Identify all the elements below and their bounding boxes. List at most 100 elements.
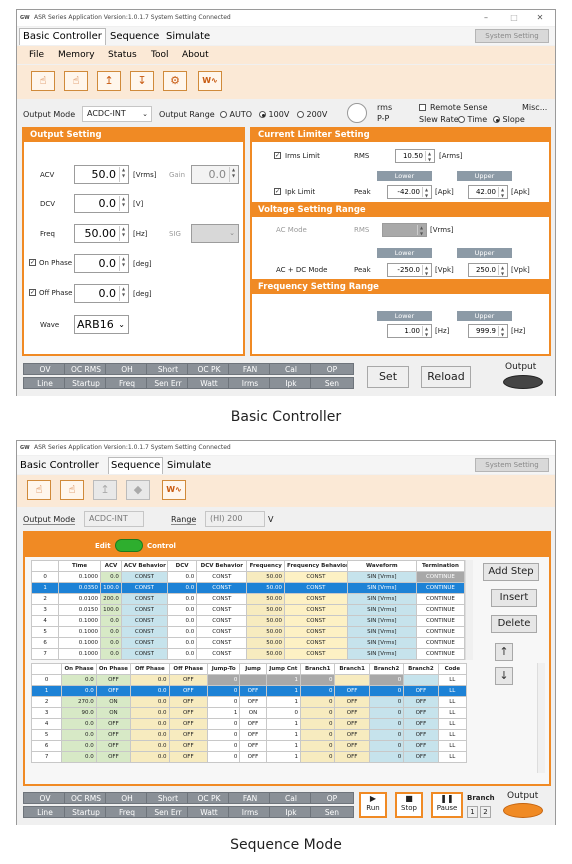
table-cell[interactable]: 0.1000 (58, 637, 102, 649)
dcv-input[interactable]: 0.0 ▲ ▼ (74, 194, 129, 213)
table-cell[interactable]: 0.1000 (58, 648, 102, 660)
add-step-button[interactable]: Add Step (483, 563, 539, 581)
table-cell[interactable]: 0 (206, 696, 241, 708)
table-cell[interactable]: CONST (196, 648, 248, 660)
step-row[interactable]: 7 0.1000 0.0 CONST 0.0 CONST 50.00 CONST SIN [Vr… (30, 648, 466, 660)
table-cell[interactable]: CONST (284, 615, 348, 627)
menu-status[interactable]: Status (108, 50, 137, 60)
table-cell[interactable]: CONST (284, 626, 348, 638)
table-cell[interactable]: 1 (265, 718, 302, 730)
output-mode-select[interactable]: ACDC-INT ⌄ (82, 106, 152, 122)
table-cell[interactable]: CONTINUE (415, 604, 466, 616)
spinner-icon[interactable]: ▲ ▼ (119, 226, 127, 241)
table-cell[interactable]: SIN [Vrms] (346, 604, 417, 616)
table-cell[interactable]: OFF (334, 718, 370, 730)
table-cell[interactable]: LL (437, 685, 468, 697)
menu-tool[interactable]: Tool (151, 50, 169, 60)
table-cell[interactable]: CONST (284, 648, 348, 660)
table-cell[interactable]: 0.0150 (58, 604, 102, 616)
download-icon[interactable]: ↧ (130, 71, 154, 91)
table-cell[interactable]: CONST (284, 571, 348, 583)
table-cell[interactable]: 0.0 (130, 751, 170, 763)
table-cell[interactable]: CONST (120, 571, 168, 583)
table-cell[interactable]: 0 (368, 685, 405, 697)
table-cell[interactable]: CONST (120, 604, 168, 616)
close-button[interactable]: ✕ (536, 13, 544, 22)
delete-button[interactable]: Delete (491, 615, 537, 633)
spinner-icon[interactable]: ▲ ▼ (498, 326, 506, 337)
table-cell[interactable]: 0 (206, 685, 241, 697)
table-cell[interactable]: SIN [Vrms] (346, 637, 417, 649)
range-200-radio[interactable]: 200V (297, 110, 327, 119)
table-cell[interactable]: 0.0 (61, 674, 97, 686)
output-toggle[interactable] (503, 375, 543, 389)
table-cell[interactable]: OFF (168, 740, 209, 752)
table-cell[interactable]: 100.0 (100, 604, 122, 616)
table-cell[interactable]: CONTINUE (415, 615, 466, 627)
table-cell[interactable]: OFF (95, 729, 132, 741)
spinner-icon[interactable]: ▲ ▼ (119, 256, 127, 271)
table-cell[interactable]: 0.0 (100, 571, 122, 583)
ipk-limit-checkbox[interactable]: ✓ (274, 188, 281, 195)
table-cell[interactable]: SIN [Vrms] (346, 615, 417, 627)
table-cell[interactable]: 0.0 (100, 615, 122, 627)
table-cell[interactable]: CONST (196, 615, 248, 627)
table-cell[interactable]: 0.0 (130, 718, 170, 730)
table-cell[interactable]: 0.0 (61, 751, 97, 763)
spinner-icon[interactable]: ▲ ▼ (229, 167, 237, 182)
move-down-icon[interactable]: ↓ (495, 667, 513, 685)
step-row[interactable]: 1 0.0350 100.0 CONST 0.0 CONST 50.00 CONST SIN [… (30, 582, 466, 594)
table-cell[interactable]: 0 (300, 674, 336, 686)
upload-icon[interactable]: ↥ (93, 480, 117, 500)
menu-memory[interactable]: Memory (58, 50, 95, 60)
spinner-icon[interactable]: ▲ ▼ (119, 286, 127, 301)
table-cell[interactable]: 50.00 (246, 615, 286, 627)
step-row[interactable]: 6 0.1000 0.0 CONST 0.0 CONST 50.00 CONST SIN [Vr… (30, 637, 466, 649)
table-cell[interactable]: 4 (30, 718, 63, 730)
hand-icon[interactable]: ☝ (31, 71, 55, 91)
table-cell[interactable]: 0.0 (130, 674, 170, 686)
table-cell[interactable]: 0.0 (100, 648, 122, 660)
table-cell[interactable]: 1 (206, 707, 241, 719)
table-cell[interactable]: CONST (120, 637, 168, 649)
table-cell[interactable]: CONST (196, 593, 248, 605)
table-cell[interactable]: 0 (300, 696, 336, 708)
sig-select[interactable]: ⌄ (191, 224, 239, 243)
table-cell[interactable]: CONTINUE (415, 593, 466, 605)
ipk-lower-input[interactable]: -42.00 ▲ ▼ (387, 185, 432, 199)
table-cell[interactable]: OFF (403, 718, 439, 730)
table-cell[interactable]: OFF (95, 718, 132, 730)
table-cell[interactable]: 0.1000 (58, 626, 102, 638)
table-cell[interactable]: 6 (30, 740, 63, 752)
settings-hand-icon[interactable]: ⚙ (163, 71, 187, 91)
table-cell[interactable]: 90.0 (61, 707, 97, 719)
table-cell[interactable]: 0 (300, 707, 336, 719)
table-cell[interactable]: 0 (368, 751, 405, 763)
table-cell[interactable]: 6 (30, 637, 60, 649)
table-cell[interactable]: OFF (168, 718, 209, 730)
voltage-lower-input[interactable]: -250.0 ▲ ▼ (387, 263, 432, 277)
table-cell[interactable]: CONST (120, 593, 168, 605)
tab-simulate[interactable]: Simulate (166, 31, 211, 42)
table-cell[interactable]: CONST (196, 626, 248, 638)
table-cell[interactable]: CONTINUE (415, 637, 466, 649)
table-cell[interactable]: 0.0 (61, 740, 97, 752)
table-cell[interactable] (239, 674, 267, 686)
misc-button[interactable]: Misc... (522, 103, 548, 112)
table-cell[interactable]: SIN [Vrms] (346, 593, 417, 605)
table-cell[interactable]: OFF (168, 707, 209, 719)
table-cell[interactable]: CONST (120, 648, 168, 660)
step-row[interactable]: 2 0.0100 200.0 CONST 0.0 CONST 50.00 CONST SIN [… (30, 593, 466, 605)
table-cell[interactable]: OFF (168, 751, 209, 763)
waveform-icon[interactable]: W∿ (198, 71, 222, 91)
spinner-icon[interactable]: ▲ ▼ (425, 151, 433, 162)
table-cell[interactable]: 50.00 (246, 637, 286, 649)
table-cell[interactable]: 0 (300, 729, 336, 741)
phase-row[interactable]: 3 90.0 ON 0.0 OFF 1 ON 0 0 OFF 0 OFF LL (30, 707, 468, 719)
table-cell[interactable]: 0.0350 (58, 582, 102, 594)
maximize-button[interactable]: □ (510, 13, 518, 22)
table-cell[interactable]: 200.0 (100, 593, 122, 605)
table-cell[interactable]: LL (437, 751, 468, 763)
table-cell[interactable]: LL (437, 707, 468, 719)
table-cell[interactable]: 0 (300, 718, 336, 730)
